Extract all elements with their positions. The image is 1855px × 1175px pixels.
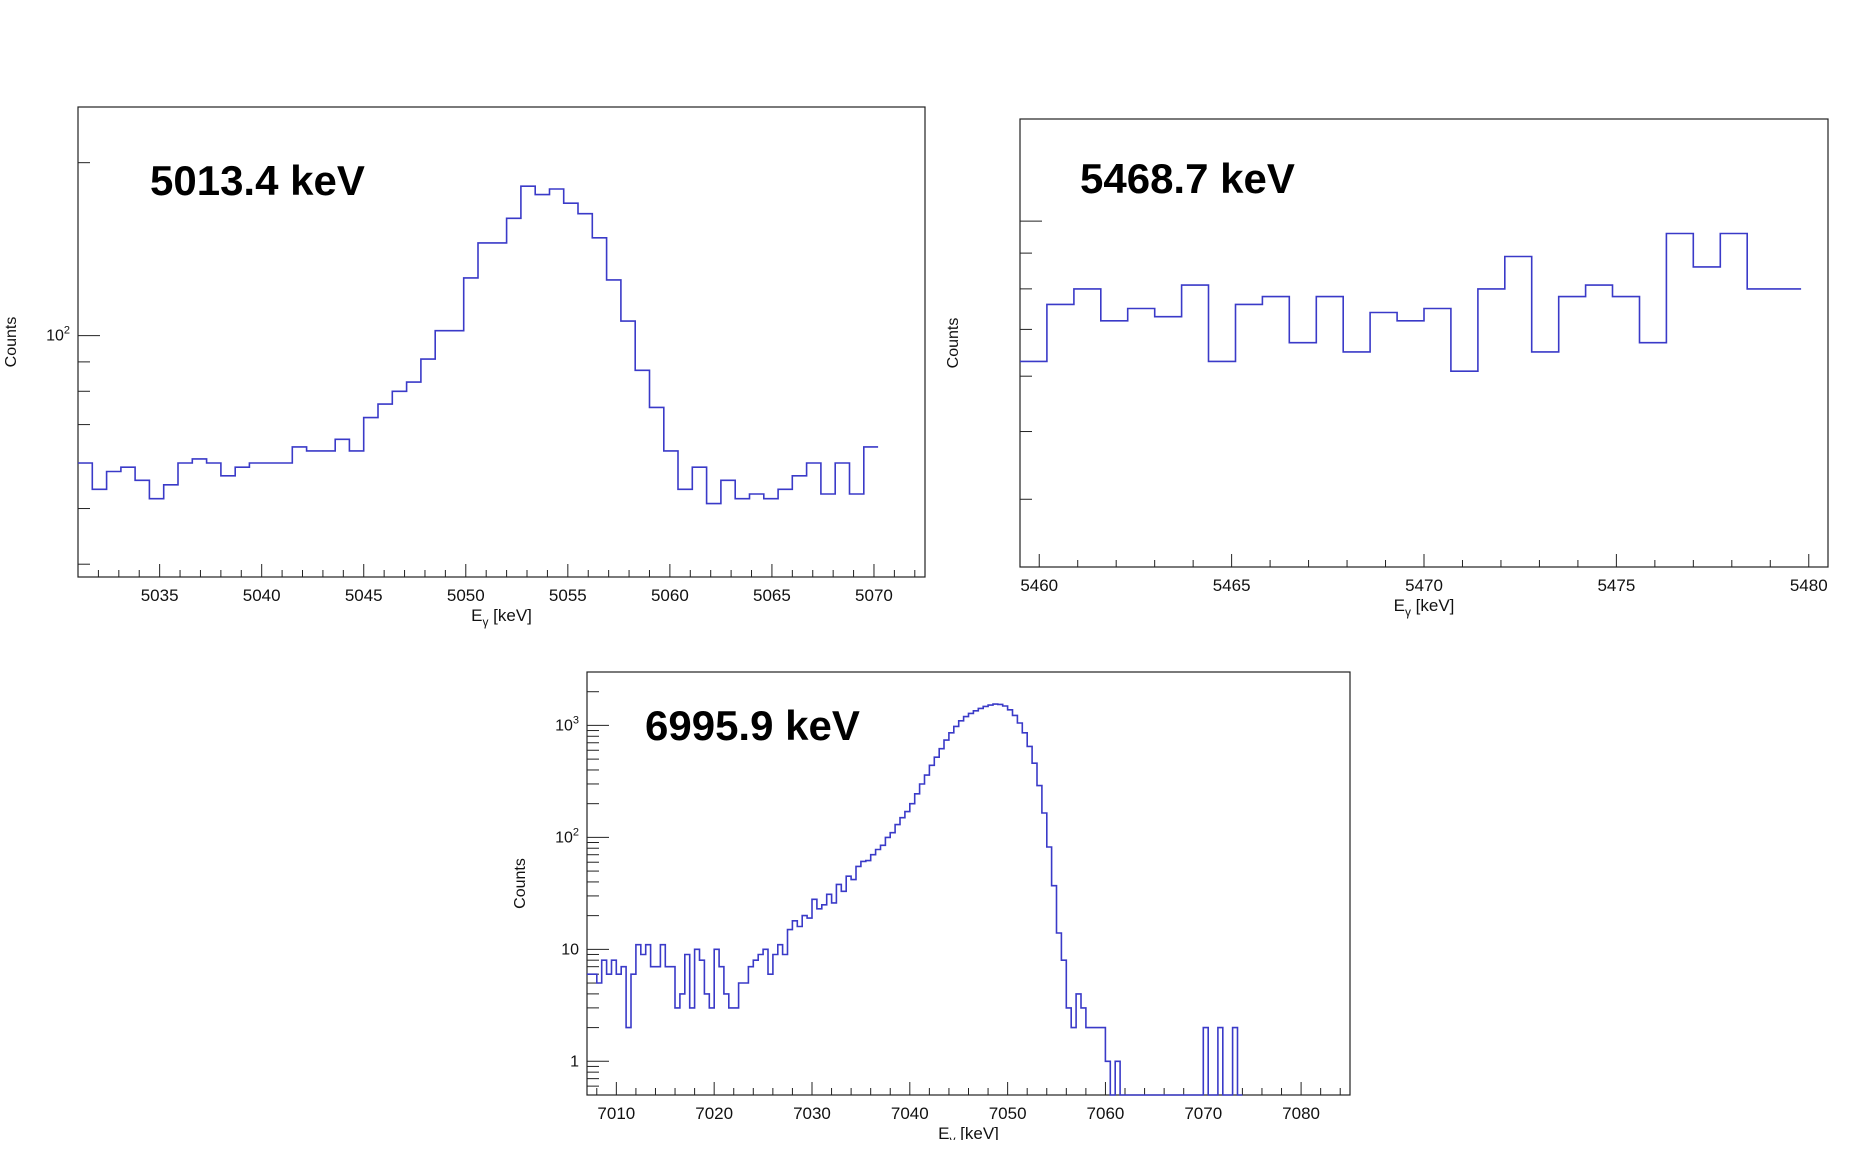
plot-frame bbox=[77, 106, 926, 578]
x-tick-label: 5035 bbox=[141, 586, 179, 605]
y-tick-label: 102 bbox=[46, 325, 70, 345]
peak-energy-annotation: 6995.9 keV bbox=[645, 702, 860, 749]
x-tick-label: 7080 bbox=[1282, 1104, 1320, 1123]
spectrum-chart-6995: 7010 7020 7030 7040 7050 7060 7070 7080 1 10 102 10… bbox=[512, 671, 1351, 1147]
x-tick-label: 5045 bbox=[345, 586, 383, 605]
x-tick-label: 5465 bbox=[1213, 576, 1251, 595]
x-axis-label: Eγ [keV] bbox=[1394, 596, 1455, 619]
peak-energy-annotation: 5468.7 keV bbox=[1080, 155, 1295, 202]
y-tick-label: 103 bbox=[555, 714, 579, 734]
x-tick-label: 7010 bbox=[597, 1104, 635, 1123]
x-axis-label: Eγ [keV] bbox=[471, 606, 532, 629]
x-tick-label: 5475 bbox=[1597, 576, 1635, 595]
x-tick-label: 7060 bbox=[1087, 1104, 1125, 1123]
x-tick-label: 7030 bbox=[793, 1104, 831, 1123]
histogram-line bbox=[78, 185, 879, 505]
y-tick-label: 10 bbox=[561, 941, 579, 958]
spectrum-panel-5468: 5460 5465 5470 5475 5480 Eγ [keV] Counts 5468.7… bbox=[945, 105, 1835, 625]
x-tick-label: 5050 bbox=[447, 586, 485, 605]
spectrum-chart-5013: 5035 5040 5045 5050 5055 5060 5065 5070 102 Eγ [k… bbox=[3, 106, 926, 629]
x-tick-label: 5060 bbox=[651, 586, 689, 605]
x-tick-label: 7020 bbox=[695, 1104, 733, 1123]
spectrum-panel-5013: 5035 5040 5045 5050 5055 5060 5065 5070 102 Eγ [k… bbox=[0, 95, 930, 635]
histogram-line bbox=[1020, 232, 1802, 372]
histogram-line bbox=[587, 703, 1243, 1096]
x-tick-label: 5065 bbox=[753, 586, 791, 605]
x-tick-label: 5480 bbox=[1790, 576, 1828, 595]
x-tick-label: 5470 bbox=[1405, 576, 1443, 595]
x-tick-label: 5070 bbox=[855, 586, 893, 605]
x-tick-label: 5040 bbox=[243, 586, 281, 605]
x-tick-label: 5460 bbox=[1020, 576, 1058, 595]
y-axis-label: Counts bbox=[512, 858, 529, 909]
x-tick-label: 5055 bbox=[549, 586, 587, 605]
x-tick-label: 7040 bbox=[891, 1104, 929, 1123]
x-tick-label: 7050 bbox=[989, 1104, 1027, 1123]
y-tick-label: 1 bbox=[570, 1053, 579, 1070]
y-axis-label: Counts bbox=[945, 318, 962, 369]
spectrum-panel-6995: 7010 7020 7030 7040 7050 7060 7070 7080 1 10 102 10… bbox=[505, 660, 1380, 1147]
peak-energy-annotation: 5013.4 keV bbox=[150, 157, 365, 204]
y-axis-label: Counts bbox=[3, 317, 20, 368]
spectrum-chart-5468: 5460 5465 5470 5475 5480 Eγ [keV] Counts 5468.7… bbox=[945, 118, 1829, 619]
x-axis-label: Eγ [keV] bbox=[938, 1124, 999, 1140]
y-tick-label: 102 bbox=[555, 826, 579, 846]
x-tick-label: 7070 bbox=[1184, 1104, 1222, 1123]
